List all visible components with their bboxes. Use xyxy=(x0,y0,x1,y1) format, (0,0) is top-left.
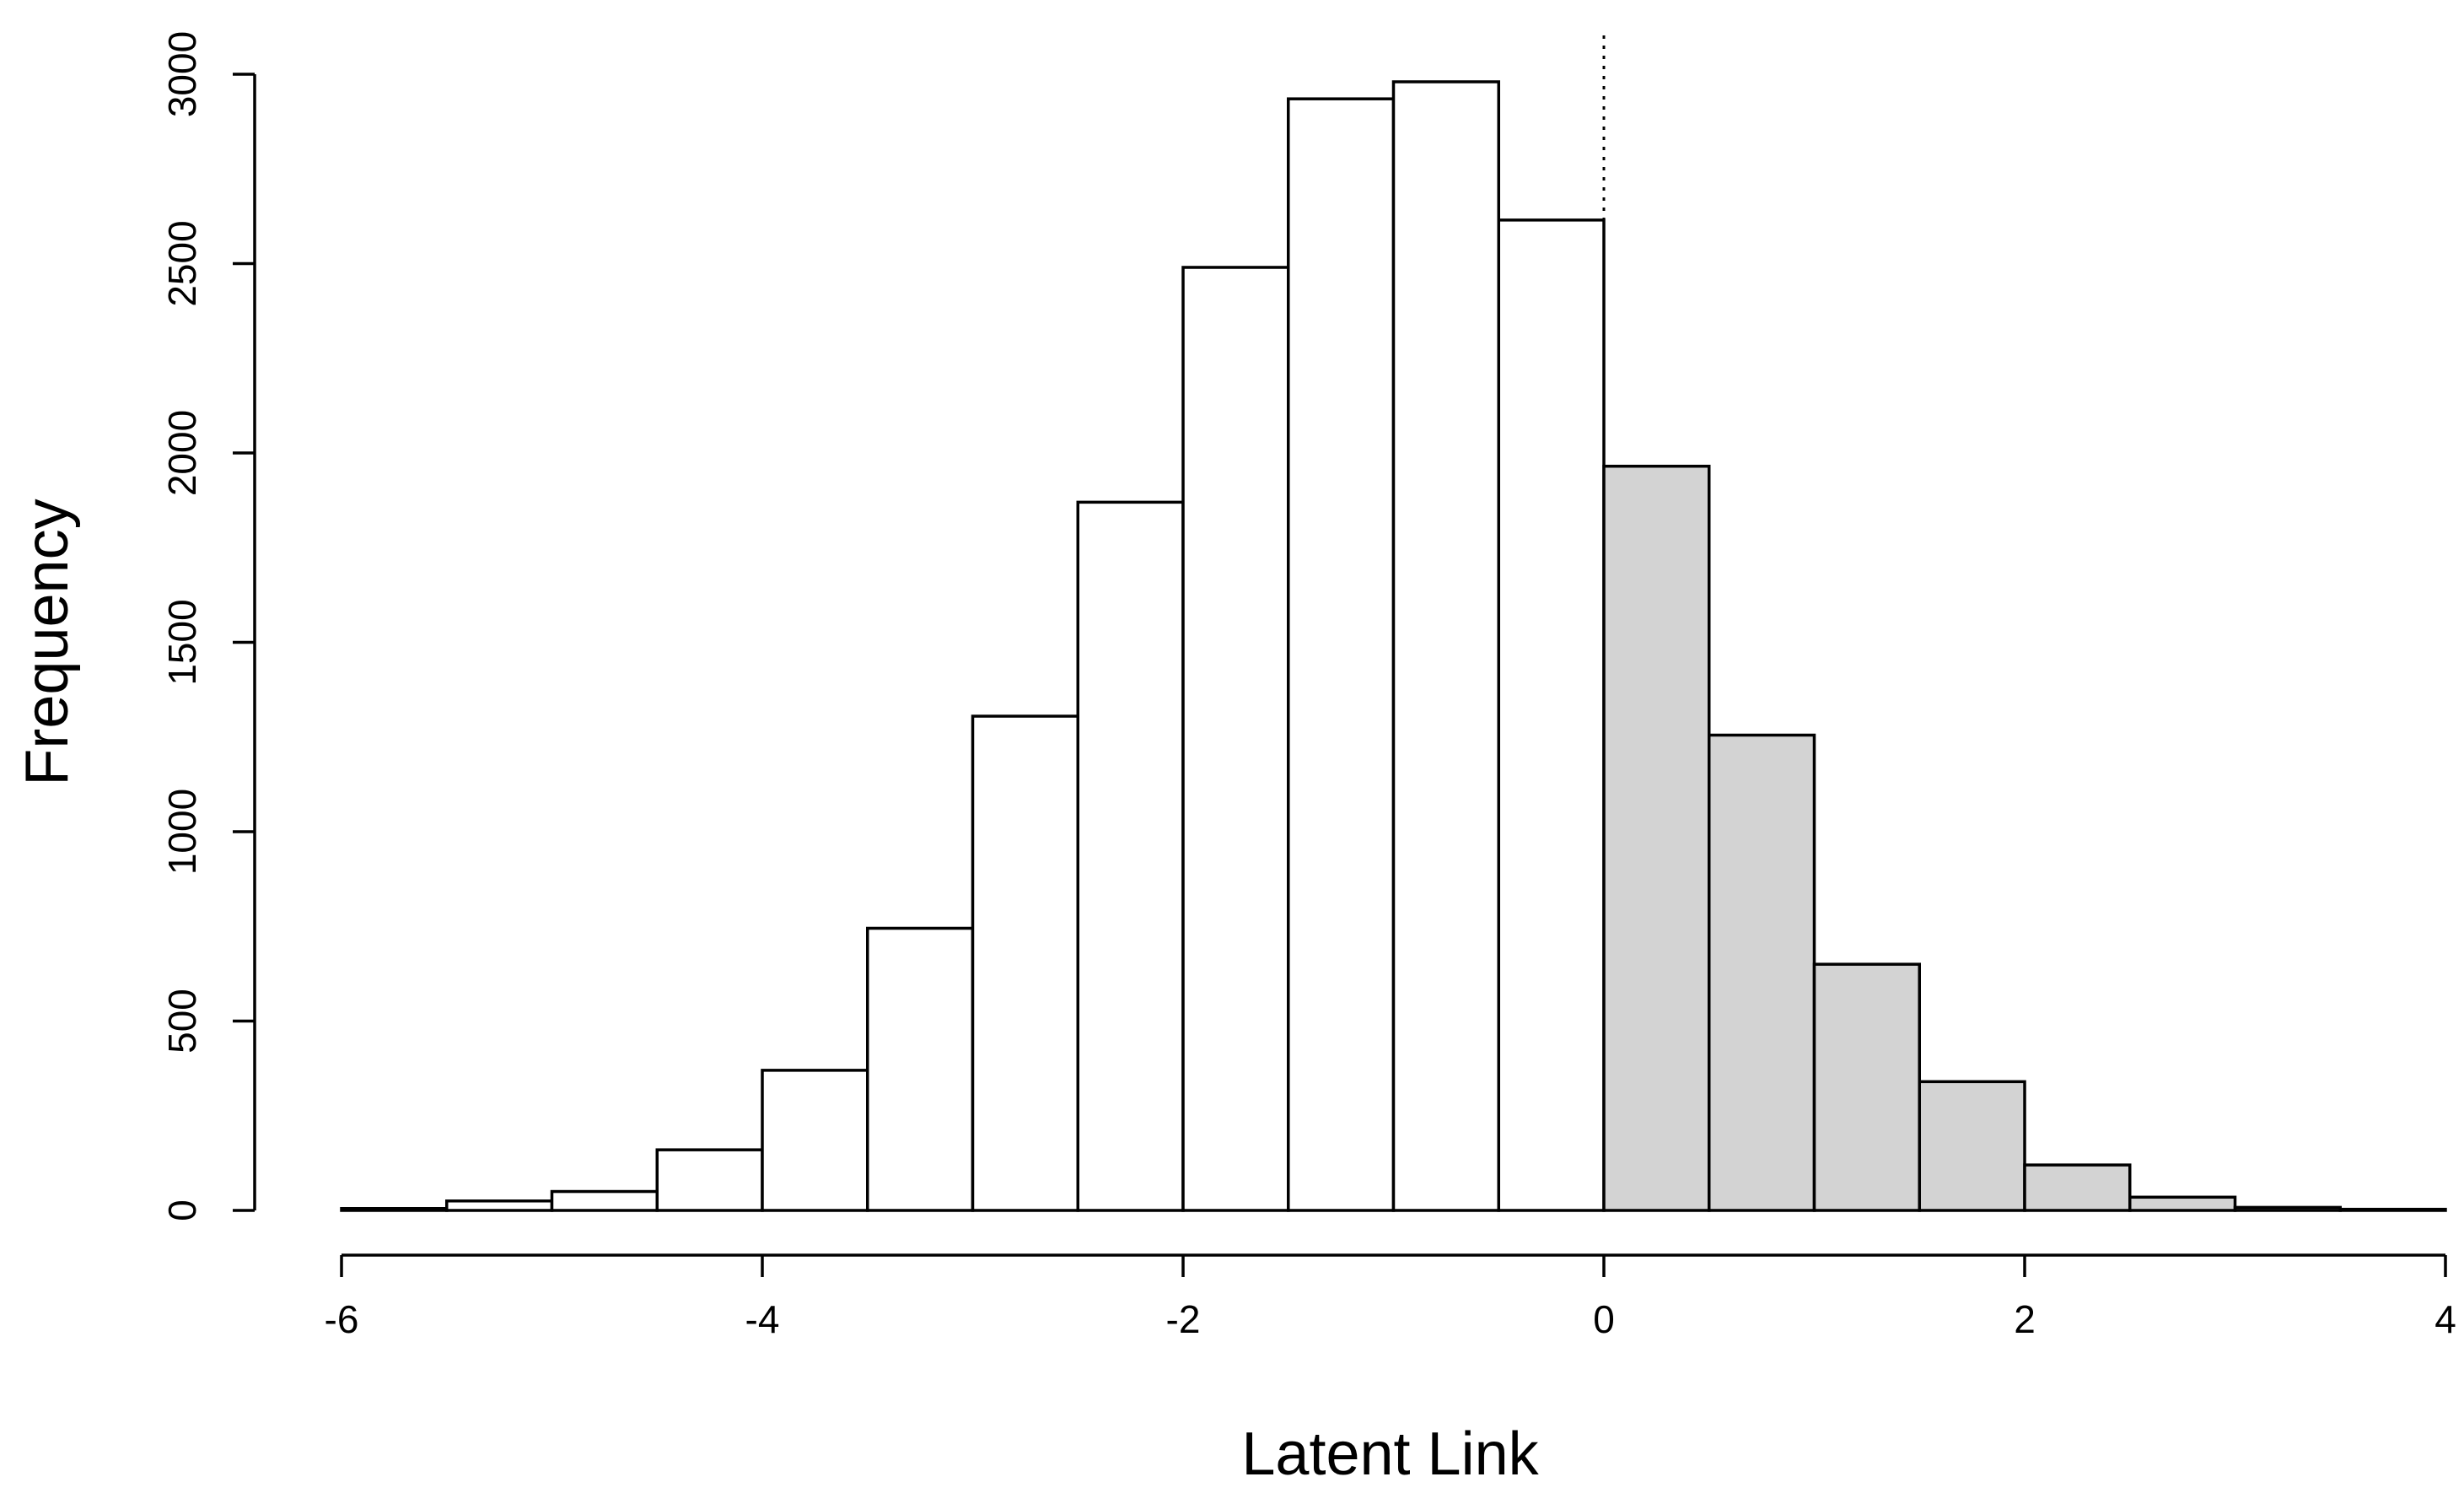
histogram-bar xyxy=(1602,464,1711,1212)
histogram-bar xyxy=(445,1199,554,1212)
x-axis-title: Latent Link xyxy=(1241,1420,1539,1488)
x-axis: -6 -4 -2 0 2 4 xyxy=(325,1253,2456,1341)
x-tick-label: 2 xyxy=(2014,1297,2036,1341)
histogram-bar xyxy=(550,1189,659,1212)
histogram-bars xyxy=(340,80,2447,1212)
y-tick-label: 3000 xyxy=(160,31,204,117)
histogram-bar xyxy=(971,714,1079,1212)
histogram-bar xyxy=(1181,266,1290,1212)
y-tick-label: 1000 xyxy=(160,789,204,875)
y-tick-label: 2000 xyxy=(160,410,204,496)
histogram-bar xyxy=(1812,962,1921,1212)
histogram-bar xyxy=(340,1207,449,1212)
histogram-bar xyxy=(655,1148,764,1212)
histogram-bar xyxy=(866,926,975,1212)
histogram-bar xyxy=(1708,733,1816,1212)
histogram-bar xyxy=(761,1069,869,1212)
histogram-bar xyxy=(1391,80,1500,1212)
x-tick-label: -4 xyxy=(745,1297,780,1341)
histogram-bar xyxy=(2233,1205,2342,1212)
histogram-bar xyxy=(1076,500,1185,1212)
x-tick-label: -6 xyxy=(325,1297,359,1341)
histogram-bar xyxy=(2023,1163,2132,1212)
histogram-bar xyxy=(1497,218,1606,1212)
y-tick-label: 2500 xyxy=(160,220,204,306)
x-tick-label: -2 xyxy=(1166,1297,1201,1341)
x-tick-label: 0 xyxy=(1593,1297,1615,1341)
y-tick-label: 500 xyxy=(160,989,204,1054)
y-tick-label: 0 xyxy=(160,1199,204,1221)
x-tick-label: 4 xyxy=(2434,1297,2456,1341)
y-axis-title: Frequency xyxy=(13,499,81,785)
y-axis: 0 500 1000 1500 2000 2500 3000 xyxy=(160,31,256,1221)
histogram-bar xyxy=(1287,97,1396,1212)
histogram-bar xyxy=(1918,1080,2026,1212)
histogram-bar xyxy=(2128,1195,2237,1212)
y-tick-label: 1500 xyxy=(160,599,204,685)
